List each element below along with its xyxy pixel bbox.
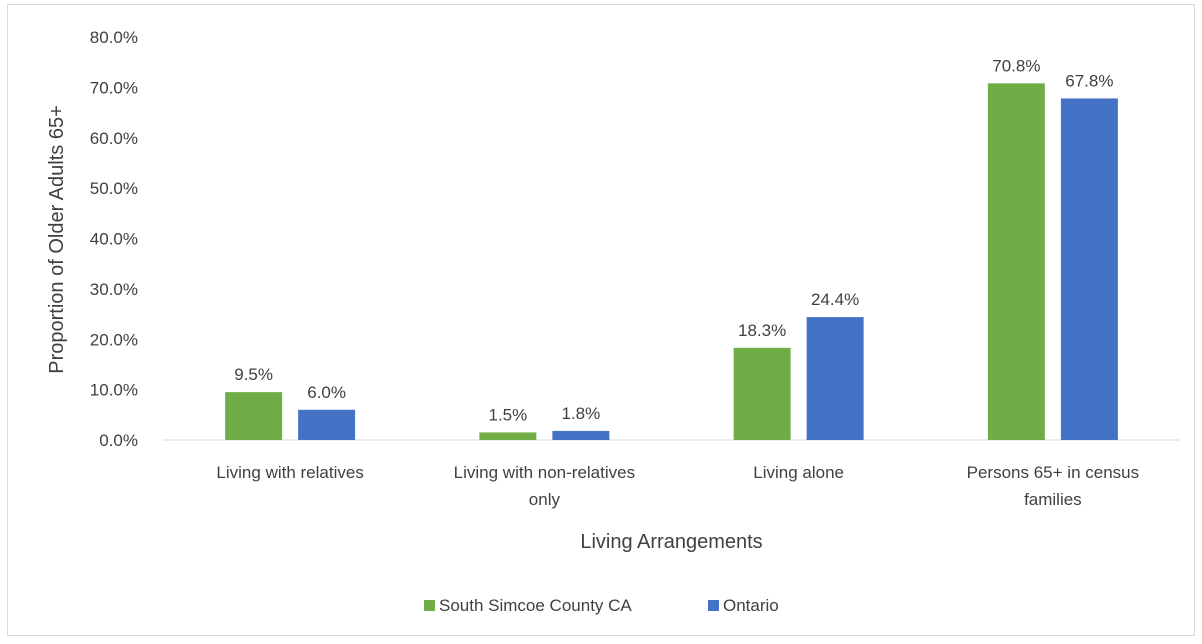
category-label: Living alone bbox=[753, 463, 844, 482]
data-labels: 9.5% 6.0% 1.5% 1.8% 18.3% 24.4% 70.8% 67.8% bbox=[234, 56, 1113, 424]
legend-swatch bbox=[708, 600, 719, 611]
category-label: families bbox=[1024, 490, 1082, 509]
legend: South Simcoe County CA Ontario bbox=[424, 596, 779, 615]
bar-ontario bbox=[806, 317, 864, 440]
y-tick-label: 80.0% bbox=[90, 28, 138, 47]
legend-label: South Simcoe County CA bbox=[439, 596, 632, 615]
bar-south-simcoe bbox=[479, 432, 537, 440]
bars bbox=[225, 83, 1118, 441]
category-labels: Living with relatives Living with non-rel… bbox=[216, 463, 1139, 509]
data-label: 6.0% bbox=[307, 383, 346, 402]
category-label: only bbox=[529, 490, 561, 509]
data-label: 18.3% bbox=[738, 321, 786, 340]
x-axis-title: Living Arrangements bbox=[580, 531, 762, 553]
bar-south-simcoe bbox=[987, 83, 1045, 440]
y-tick-label: 60.0% bbox=[90, 129, 138, 148]
y-tick-label: 50.0% bbox=[90, 179, 138, 198]
data-label: 70.8% bbox=[992, 56, 1040, 75]
bar-ontario bbox=[298, 409, 356, 440]
y-axis-ticks: 0.0% 10.0% 20.0% 30.0% 40.0% 50.0% 60.0% 70.0% 8… bbox=[90, 28, 138, 450]
y-tick-label: 30.0% bbox=[90, 280, 138, 299]
bar-ontario bbox=[552, 430, 610, 440]
bar-south-simcoe bbox=[225, 392, 283, 440]
category-label: Living with non-relatives bbox=[454, 463, 635, 482]
data-label: 1.8% bbox=[562, 404, 601, 423]
data-label: 9.5% bbox=[234, 365, 273, 384]
data-label: 24.4% bbox=[811, 290, 859, 309]
y-axis-title: Proportion of Older Adults 65+ bbox=[46, 105, 68, 374]
y-tick-label: 0.0% bbox=[99, 431, 138, 450]
bar-ontario bbox=[1060, 98, 1118, 441]
category-label: Living with relatives bbox=[216, 463, 363, 482]
legend-swatch bbox=[424, 600, 435, 611]
y-tick-label: 20.0% bbox=[90, 330, 138, 349]
category-label: Persons 65+ in census bbox=[967, 463, 1139, 482]
data-label: 67.8% bbox=[1065, 71, 1113, 90]
y-tick-label: 70.0% bbox=[90, 78, 138, 97]
y-tick-label: 40.0% bbox=[90, 230, 138, 249]
bar-south-simcoe bbox=[733, 347, 791, 440]
data-label: 1.5% bbox=[489, 405, 528, 424]
y-tick-label: 10.0% bbox=[90, 381, 138, 400]
legend-label: Ontario bbox=[723, 596, 779, 615]
